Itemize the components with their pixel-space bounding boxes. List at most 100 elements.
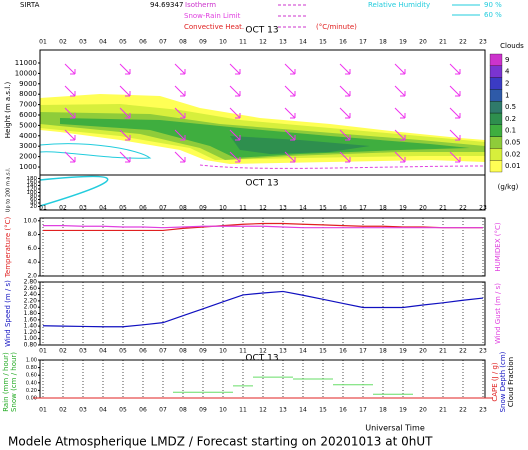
colorbar-swatch <box>489 101 503 114</box>
x-tick-label: 03 <box>79 39 87 46</box>
colorbar-swatch <box>489 160 503 173</box>
wind-arrow <box>339 63 351 75</box>
x-tick-label: 21 <box>439 39 447 46</box>
colorbar-swatch <box>489 124 503 137</box>
wind-arrow <box>449 151 461 163</box>
plot-frame <box>39 49 486 211</box>
x-tick-label: 10 <box>219 348 227 355</box>
colorbar-swatch <box>489 112 503 125</box>
x-tick-label: 17 <box>359 348 367 355</box>
wind-arrow <box>284 107 296 119</box>
x-tick-label: 23 <box>479 407 487 414</box>
wind-arrow <box>284 129 296 141</box>
legend-isotherm: Isotherm <box>185 1 216 9</box>
x-tick-label: 22 <box>459 407 467 414</box>
x-tick-label: 15 <box>319 39 327 46</box>
x-tick-label: 17 <box>359 205 367 212</box>
footer: Modele Atmospherique LMDZ / Forecast sta… <box>8 435 433 449</box>
x-tick-label: 18 <box>379 407 387 414</box>
x-tick-label: 02 <box>59 348 67 355</box>
y-tick-label: 20 <box>30 204 37 210</box>
x-tick-label: 08 <box>179 205 187 212</box>
wind-arrow <box>284 85 296 97</box>
wind-arrow <box>119 107 131 119</box>
x-tick-label: 20 <box>419 348 427 355</box>
x-tick-label: 10 <box>219 407 227 414</box>
axis-label: CAPE (J / g) <box>491 362 499 402</box>
x-tick-label: 03 <box>79 348 87 355</box>
x-tick-label: 18 <box>379 205 387 212</box>
x-tick-label: 02 <box>59 39 67 46</box>
wind-arrow <box>119 151 131 163</box>
x-tick-label: 06 <box>139 407 147 414</box>
wind-arrow <box>229 151 241 163</box>
y-tick-label: 8000 <box>19 90 37 98</box>
y-tick-label: 2000 <box>19 153 37 161</box>
wind-arrow <box>449 85 461 97</box>
x-tick-label: 20 <box>419 205 427 212</box>
axis-label: Up to 200 m a.s.l. <box>6 167 12 212</box>
x-tick-label: 20 <box>419 39 427 46</box>
wind-arrow <box>449 107 461 119</box>
wind-arrow <box>64 129 76 141</box>
x-tick-label: 11 <box>239 348 247 355</box>
x-axis-label: Universal Time <box>365 424 425 433</box>
y-tick-label: 140 <box>27 183 38 189</box>
y-tick-label: 120 <box>27 187 38 193</box>
wind-arrow <box>339 107 351 119</box>
x-tick-label: 11 <box>239 407 247 414</box>
y-tick-label: 2.20 <box>24 297 38 304</box>
y-tick-label: 0.80 <box>26 365 37 371</box>
x-tick-label: 05 <box>119 205 127 212</box>
x-tick-label: 16 <box>339 39 347 46</box>
y-tick-label: 11000 <box>15 59 37 67</box>
wind-arrow <box>64 107 76 119</box>
wind-arrow <box>394 151 406 163</box>
x-tick-label: 12 <box>259 407 267 414</box>
wind-arrow <box>174 107 186 119</box>
axis-label: Rain (mm / hour) <box>2 352 10 412</box>
wind-arrow <box>339 129 351 141</box>
x-tick-label: 06 <box>139 348 147 355</box>
x-tick-label: 05 <box>119 39 127 46</box>
x-tick-label: 07 <box>159 205 167 212</box>
x-tick-label: 10 <box>219 39 227 46</box>
x-tick-label: 19 <box>399 348 407 355</box>
y-tick-label: 1.00 <box>24 335 38 342</box>
x-tick-label: 09 <box>199 205 207 212</box>
wind-arrow <box>394 129 406 141</box>
colorbar-label: 1 <box>505 91 509 99</box>
wind-arrow <box>339 151 351 163</box>
x-tick-label: 22 <box>459 39 467 46</box>
station: SIRTA <box>20 1 40 9</box>
y-tick-label: 2.0 <box>27 273 37 280</box>
colorbar-swatch <box>489 65 503 78</box>
x-tick-label: 17 <box>359 407 367 414</box>
y-tick-label: 0.00 <box>26 396 37 402</box>
wind-arrow <box>119 63 131 75</box>
x-tick-label: 13 <box>279 348 287 355</box>
legend-snow-rain: Snow-Rain Limit <box>184 12 241 20</box>
x-tick-label: 08 <box>179 348 187 355</box>
x-tick-label: 04 <box>99 348 107 355</box>
legend-rh90: 90 % <box>484 1 502 9</box>
y-tick-label: 0.40 <box>26 380 37 386</box>
colorbar-label: 2 <box>505 80 509 88</box>
coords: 94.69347 <box>150 1 183 9</box>
colorbar-swatch <box>489 148 503 161</box>
x-tick-label: 06 <box>139 205 147 212</box>
x-tick-label: 21 <box>439 205 447 212</box>
wind-arrow <box>229 107 241 119</box>
y-tick-label: 10.0 <box>24 217 38 224</box>
axis-label: HUMIDEX (°C) <box>494 222 502 271</box>
panel-title: OCT 13 <box>245 179 278 189</box>
axis-label: Cloud Fraction <box>507 357 515 407</box>
axis-label: Snow Depth (cm) <box>499 351 507 412</box>
x-tick-label: 08 <box>179 407 187 414</box>
x-tick-label: 16 <box>339 205 347 212</box>
x-tick-label: 01 <box>39 39 47 46</box>
colorbar-unit: (g/kg) <box>498 183 519 191</box>
colorbar-swatch <box>489 53 503 66</box>
x-tick-label: 23 <box>479 348 487 355</box>
